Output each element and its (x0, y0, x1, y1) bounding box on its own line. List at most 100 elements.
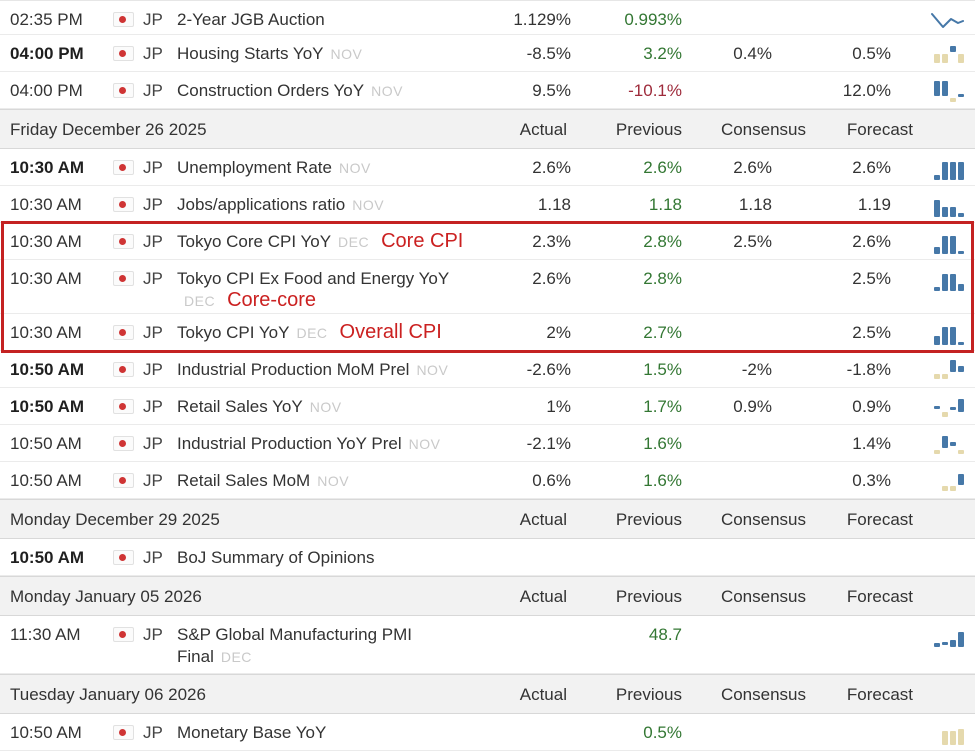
forecast-value (810, 1, 915, 9)
sparkline-header-spacer (915, 110, 975, 119)
event-name[interactable]: Tokyo CPI Ex Food and Energy YoY (177, 269, 450, 288)
event-row[interactable]: 10:30 AM JP Tokyo CPI YoY DEC Overall CPI … (0, 314, 975, 351)
sparkline-cell (915, 186, 975, 217)
event-line1: Industrial Production MoM Prel NOV (177, 360, 460, 379)
country-code: JP (143, 616, 177, 645)
event-row[interactable]: 10:30 AM JP Jobs/applications ratio NOV 1… (0, 186, 975, 223)
event-period: NOV (352, 197, 385, 213)
event-name[interactable]: Construction Orders YoY (177, 81, 365, 100)
event-time-label: 10:50 AM (10, 360, 85, 379)
sparkline-chart (928, 623, 964, 647)
event-name[interactable]: BoJ Summary of Opinions (177, 548, 375, 567)
event-row[interactable]: 10:50 AM JP Retail Sales MoM NOV 0.6% 1.6… (0, 462, 975, 499)
event-time-label: 10:30 AM (10, 195, 82, 214)
event-name-cell[interactable]: Tokyo Core CPI YoY DEC Core CPI (177, 223, 490, 253)
event-name-cell[interactable]: S&P Global Manufacturing PMI Final DEC (177, 616, 490, 668)
previous-value: 48.7 (648, 625, 682, 644)
japan-flag-dot (119, 554, 126, 561)
column-header-actual: Actual (519, 685, 567, 704)
event-name[interactable]: Industrial Production YoY Prel (177, 434, 402, 453)
event-line1: Tokyo CPI Ex Food and Energy YoY (177, 269, 468, 288)
event-row[interactable]: 10:50 AM JP Retail Sales YoY NOV 1% 1.7% … (0, 388, 975, 425)
event-name-cell[interactable]: 2-Year JGB Auction (177, 1, 490, 31)
japan-flag-dot (119, 329, 126, 336)
event-row[interactable]: 11:30 AM JP S&P Global Manufacturing PMI… (0, 616, 975, 674)
event-name-cell[interactable]: Housing Starts YoY NOV (177, 35, 490, 65)
event-name-cell[interactable]: Industrial Production MoM Prel NOV (177, 351, 490, 381)
country-flag-cell (105, 714, 143, 745)
event-name[interactable]: Tokyo CPI YoY (177, 323, 290, 342)
spark-bar (942, 81, 948, 96)
event-row[interactable]: 02:35 PM JP 2-Year JGB Auction 1.129% 0.… (0, 1, 975, 35)
country-code-label: JP (143, 10, 163, 29)
spark-bar (934, 200, 940, 217)
event-name[interactable]: Monetary Base YoY (177, 723, 327, 742)
event-name[interactable]: Retail Sales YoY (177, 397, 303, 416)
consensus-value (690, 260, 810, 268)
event-time-label: 11:30 AM (10, 625, 81, 644)
actual-value: 1.129% (513, 10, 571, 29)
event-name-cell[interactable]: Unemployment Rate NOV (177, 149, 490, 179)
sparkline-cell (915, 314, 975, 345)
spark-bar (942, 731, 948, 745)
event-time: 10:30 AM (0, 223, 105, 252)
spark-bar (934, 54, 940, 63)
event-name[interactable]: Housing Starts YoY (177, 44, 324, 63)
event-row[interactable]: 10:50 AM JP Industrial Production YoY Pr… (0, 425, 975, 462)
event-row[interactable]: 10:30 AM JP Tokyo Core CPI YoY DEC Core CP… (0, 223, 975, 260)
event-name-cell[interactable]: Retail Sales MoM NOV (177, 462, 490, 492)
column-header-actual: Actual (519, 510, 567, 529)
event-name[interactable]: Industrial Production MoM Prel (177, 360, 410, 379)
column-header-previous: Previous (615, 510, 682, 529)
date-label: Friday December 26 2025 (10, 120, 207, 139)
country-flag-cell (105, 149, 143, 180)
sparkline-chart (928, 193, 964, 217)
date-label: Monday December 29 2025 (10, 510, 220, 529)
event-time-label: 10:30 AM (10, 269, 82, 288)
japan-flag-dot (119, 16, 126, 23)
event-row[interactable]: 10:50 AM JP BoJ Summary of Opinions (0, 539, 975, 576)
event-row[interactable]: 10:30 AM JP Tokyo CPI Ex Food and Energy… (0, 260, 975, 314)
event-name-cell[interactable]: Construction Orders YoY NOV (177, 72, 490, 102)
column-header-consensus: Consensus (720, 685, 806, 704)
event-line1: Unemployment Rate NOV (177, 158, 383, 177)
event-name-cell[interactable]: Jobs/applications ratio NOV (177, 186, 490, 216)
event-row[interactable]: 10:50 AM JP Industrial Production MoM Pr… (0, 351, 975, 388)
event-name-cell[interactable]: Industrial Production YoY Prel NOV (177, 425, 490, 455)
event-time-label: 04:00 PM (10, 44, 84, 63)
forecast-value (810, 714, 915, 722)
sparkline-chart (928, 358, 964, 382)
event-line1: Tokyo CPI YoY DEC Overall CPI (177, 322, 442, 343)
event-name[interactable]: 2-Year JGB Auction (177, 10, 325, 29)
country-code-label: JP (143, 232, 163, 251)
event-row[interactable]: 10:50 AM JP Monetary Base YoY 0.5% (0, 714, 975, 751)
country-flag-cell (105, 388, 143, 419)
event-time: 10:50 AM (0, 539, 105, 568)
event-name-cell[interactable]: Monetary Base YoY (177, 714, 490, 744)
previous-value: 2.7% (643, 323, 682, 342)
event-name[interactable]: Tokyo Core CPI YoY (177, 232, 332, 251)
event-name[interactable]: S&P Global Manufacturing PMI (177, 625, 412, 644)
spark-bar (950, 360, 956, 372)
event-period: DEC (296, 325, 328, 341)
event-name-cell[interactable]: Tokyo CPI Ex Food and Energy YoY DEC Core… (177, 260, 490, 312)
event-name-cell[interactable]: Tokyo CPI YoY DEC Overall CPI (177, 314, 490, 344)
event-name[interactable]: Retail Sales MoM (177, 471, 311, 490)
spark-bar (958, 251, 964, 254)
event-row[interactable]: 04:00 PM JP Housing Starts YoY NOV -8.5% … (0, 35, 975, 72)
country-flag-cell (105, 1, 143, 32)
event-name[interactable]: Unemployment Rate (177, 158, 332, 177)
event-row[interactable]: 04:00 PM JP Construction Orders YoY NOV 9… (0, 72, 975, 109)
sparkline-chart (928, 42, 964, 66)
event-name-cell[interactable]: BoJ Summary of Opinions (177, 539, 490, 569)
event-time: 10:50 AM (0, 425, 105, 454)
event-time-label: 10:50 AM (10, 548, 85, 567)
spark-bar (950, 236, 956, 254)
event-name[interactable]: Jobs/applications ratio (177, 195, 346, 214)
event-name-cell[interactable]: Retail Sales YoY NOV (177, 388, 490, 418)
event-row[interactable]: 10:30 AM JP Unemployment Rate NOV 2.6% 2.… (0, 149, 975, 186)
event-time: 04:00 PM (0, 35, 105, 64)
previous-value: 2.8% (643, 269, 682, 288)
country-code: JP (143, 149, 177, 178)
